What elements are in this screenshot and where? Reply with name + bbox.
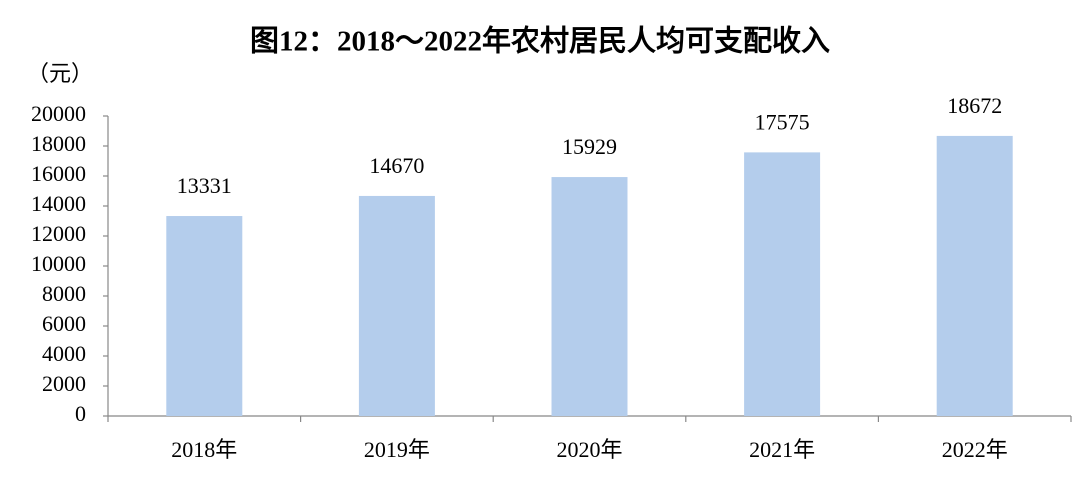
y-tick-label: 18000 [31, 131, 86, 156]
y-tick-label: 6000 [42, 311, 86, 336]
bar [936, 135, 1013, 417]
data-label: 13331 [177, 173, 232, 198]
data-label: 14670 [369, 153, 424, 178]
data-label: 17575 [755, 109, 810, 134]
data-label: 18672 [947, 93, 1002, 118]
x-tick-label: 2020年 [556, 437, 622, 462]
bar [358, 195, 435, 416]
y-tick-label: 16000 [31, 161, 86, 186]
x-tick-label: 2019年 [364, 437, 430, 462]
data-label: 15929 [562, 134, 617, 159]
y-tick-label: 8000 [42, 281, 86, 306]
x-tick-label: 2021年 [749, 437, 815, 462]
y-tick-label: 14000 [31, 191, 86, 216]
bar [551, 177, 628, 416]
x-tick-label: 2022年 [942, 437, 1008, 462]
y-axis-label: （元） [27, 61, 93, 86]
bar [166, 216, 243, 416]
y-tick-label: 20000 [31, 101, 86, 126]
x-tick-label: 2018年 [171, 437, 237, 462]
y-tick-label: 12000 [31, 221, 86, 246]
y-tick-label: 4000 [42, 341, 86, 366]
y-tick-label: 0 [75, 401, 86, 426]
y-tick-label: 2000 [42, 371, 86, 396]
y-tick-label: 10000 [31, 251, 86, 276]
bar [744, 152, 821, 416]
chart-title: 图12：2018～2022年农村居民人均可支配收入 [250, 24, 830, 58]
